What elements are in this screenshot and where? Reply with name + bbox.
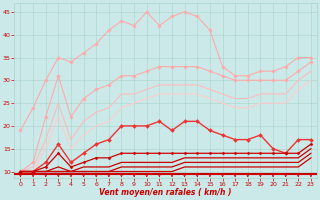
X-axis label: Vent moyen/en rafales ( km/h ): Vent moyen/en rafales ( km/h ): [100, 188, 232, 197]
